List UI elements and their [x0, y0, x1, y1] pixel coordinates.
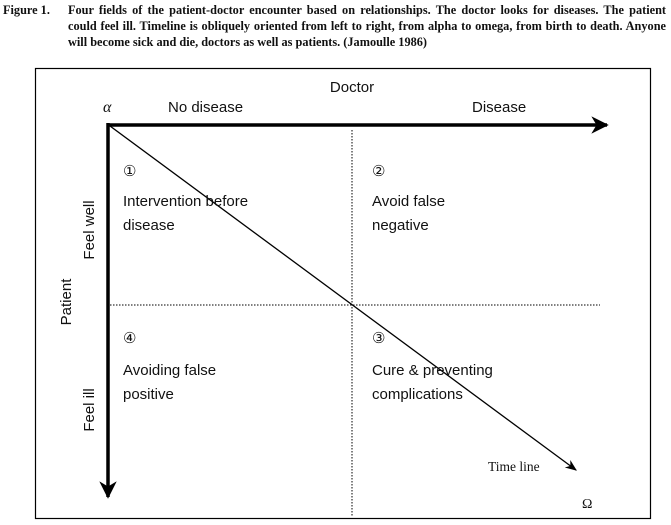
quadrant-number: ④ [123, 330, 136, 347]
patient-label: Patient [58, 278, 75, 326]
quadrant-2: ② Avoid false negative [372, 163, 445, 234]
timeline-arrow [109, 125, 577, 471]
row-feel-well: Feel well [81, 200, 98, 259]
frame [34, 67, 652, 520]
quadrant-1: ① Intervention before disease [123, 163, 248, 234]
quadrant-text: disease [123, 217, 175, 234]
alpha-symbol: α [103, 99, 112, 116]
column-no-disease: No disease [168, 99, 243, 116]
quadrant-text: positive [123, 386, 174, 403]
quadrant-number: ③ [372, 330, 385, 347]
quadrant-text: complications [372, 386, 463, 403]
timeline-label: Time line [488, 459, 540, 474]
column-disease: Disease [472, 99, 526, 116]
quadrant-3: ③ Cure & preventing complications [372, 330, 493, 403]
quadrant-text: Intervention before [123, 193, 248, 210]
quadrant-number: ② [372, 163, 385, 180]
doctor-label: Doctor [330, 79, 374, 96]
quadrant-text: Cure & preventing [372, 362, 493, 379]
quadrant-4: ④ Avoiding false positive [123, 330, 216, 403]
quadrant-number: ① [123, 163, 136, 180]
quadrant-text: negative [372, 217, 429, 234]
omega-symbol: Ω [582, 497, 592, 512]
row-feel-ill: Feel ill [81, 388, 98, 431]
figure-caption: Four fields of the patient-doctor encoun… [68, 3, 666, 49]
figure-label: Figure 1. [3, 3, 50, 17]
quadrant-text: Avoid false [372, 193, 445, 210]
quadrant-text: Avoiding false [123, 362, 216, 379]
